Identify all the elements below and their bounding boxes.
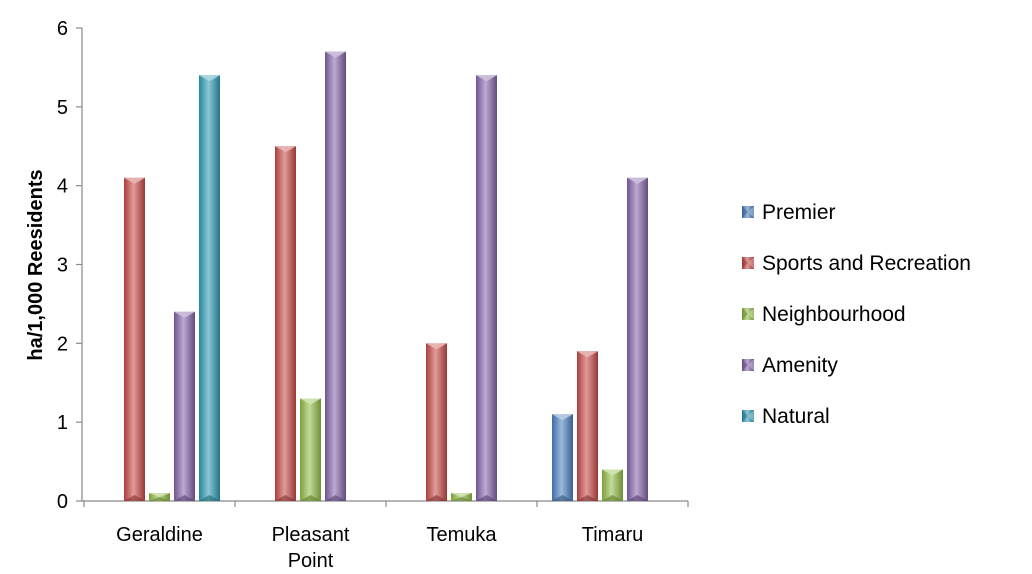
legend-label: Sports and Recreation [762, 252, 971, 275]
bar [577, 351, 598, 501]
legend-item: Amenity [742, 354, 838, 377]
y-tick-label: 5 [57, 97, 68, 119]
category-labels: Geraldine Pleasant Point Temuka Timaru [83, 501, 689, 572]
bar [149, 493, 170, 501]
legend-label: Amenity [762, 354, 838, 377]
y-tick-label: 4 [57, 176, 68, 198]
bar [476, 75, 497, 502]
chart-legend: Premier Sports and Recreation Neighbourhoo… [742, 201, 971, 428]
legend-item: Sports and Recreation [742, 252, 971, 275]
legend-item: Natural [742, 405, 830, 428]
x-tick-label: Temuka [426, 524, 497, 546]
bar [124, 177, 145, 502]
y-tick-label: 3 [57, 255, 68, 277]
y-tick-label: 1 [57, 412, 68, 434]
bar [426, 343, 447, 501]
bar [275, 146, 296, 501]
legend-item: Neighbourhood [742, 303, 906, 326]
chart-bars [124, 51, 648, 502]
legend-label: Premier [762, 201, 836, 224]
bar [552, 414, 573, 501]
y-tick-label: 2 [57, 333, 68, 355]
y-axis-label: ha/1,000 Reesidents [25, 169, 47, 360]
legend-label: Neighbourhood [762, 303, 906, 326]
x-tick-label: Geraldine [116, 524, 203, 546]
x-tick-label: Timaru [582, 524, 643, 546]
bar [627, 177, 648, 502]
bar [325, 51, 346, 502]
bar [602, 469, 623, 501]
x-tick-label: Pleasant Point [272, 524, 350, 572]
bar [300, 398, 321, 501]
bar [174, 311, 195, 501]
bar [199, 75, 220, 502]
legend-item: Premier [742, 201, 836, 224]
legend-label: Natural [762, 405, 830, 428]
y-tick-label: 6 [57, 18, 68, 40]
y-tick-label: 0 [57, 491, 68, 513]
bar [451, 493, 472, 501]
